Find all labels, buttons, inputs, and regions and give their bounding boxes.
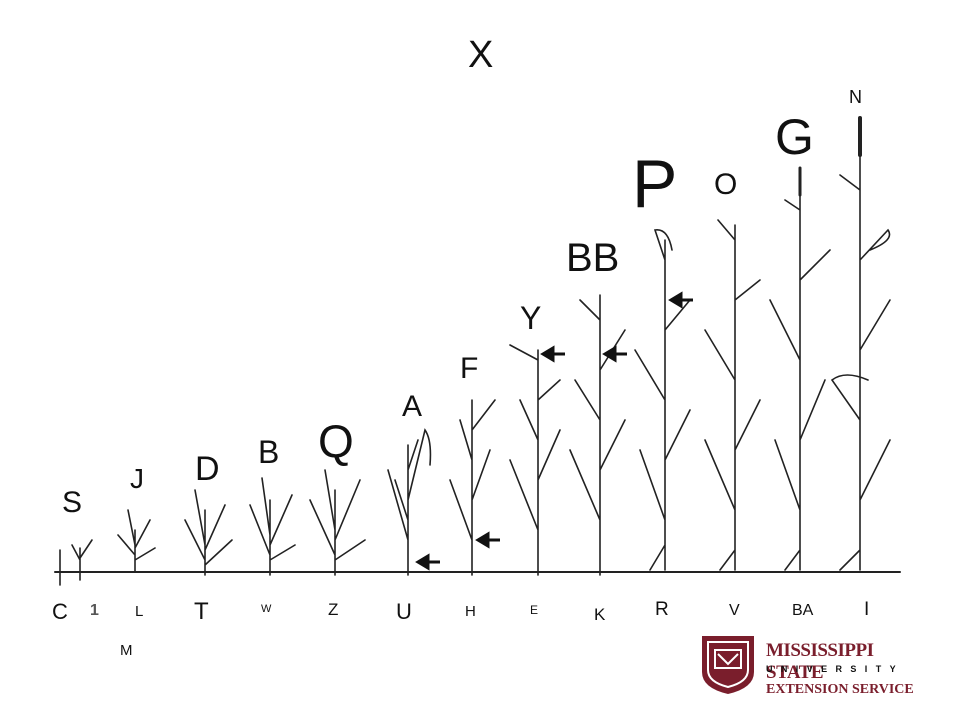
- msu-shield-icon: [702, 636, 754, 694]
- bottom-label-u: U: [396, 599, 412, 624]
- stage-label-j: J: [130, 463, 144, 494]
- diagram-title: X: [468, 34, 494, 76]
- stage-label-s: S: [62, 486, 83, 519]
- stage-label-a: A: [402, 390, 423, 423]
- bottom-label-1: 1: [90, 602, 99, 619]
- stage-label-q: Q: [318, 415, 354, 467]
- bottom-label-e: E: [530, 603, 539, 617]
- bottom-label-ba: BA: [792, 602, 814, 619]
- logo-service: EXTENSION SERVICE: [766, 682, 914, 697]
- bottom-label-h: H: [465, 603, 476, 620]
- stage-label-o: O: [714, 168, 738, 201]
- bottom-label-m: M: [120, 642, 133, 659]
- bottom-label-c: C: [52, 599, 68, 624]
- stage-label-p: P: [632, 146, 678, 222]
- bottom-label-i: I: [864, 599, 870, 620]
- stage-label-bb: BB: [566, 236, 620, 280]
- stage-label-d: D: [195, 450, 220, 488]
- stage-label-f: F: [460, 352, 479, 385]
- logo-name: MISSISSIPPI STATE: [766, 640, 874, 683]
- stage-label-n: N: [849, 87, 862, 107]
- stage-label-g: G: [775, 109, 814, 165]
- bottom-label-w: W: [261, 603, 272, 615]
- bottom-label-v: V: [729, 602, 740, 619]
- bottom-label-t: T: [194, 598, 209, 625]
- bottom-label-r: R: [655, 599, 669, 620]
- stage-label-b: B: [258, 434, 280, 470]
- bottom-label-l: L: [135, 603, 144, 620]
- stage-label-y: Y: [520, 300, 542, 336]
- logo-subtitle: UNIVERSITY: [766, 664, 905, 674]
- bottom-label-z: Z: [328, 600, 339, 619]
- msu-extension-logo: MISSISSIPPI STATE UNIVERSITY EXTENSION S…: [698, 630, 928, 702]
- bottom-label-k: K: [594, 605, 606, 624]
